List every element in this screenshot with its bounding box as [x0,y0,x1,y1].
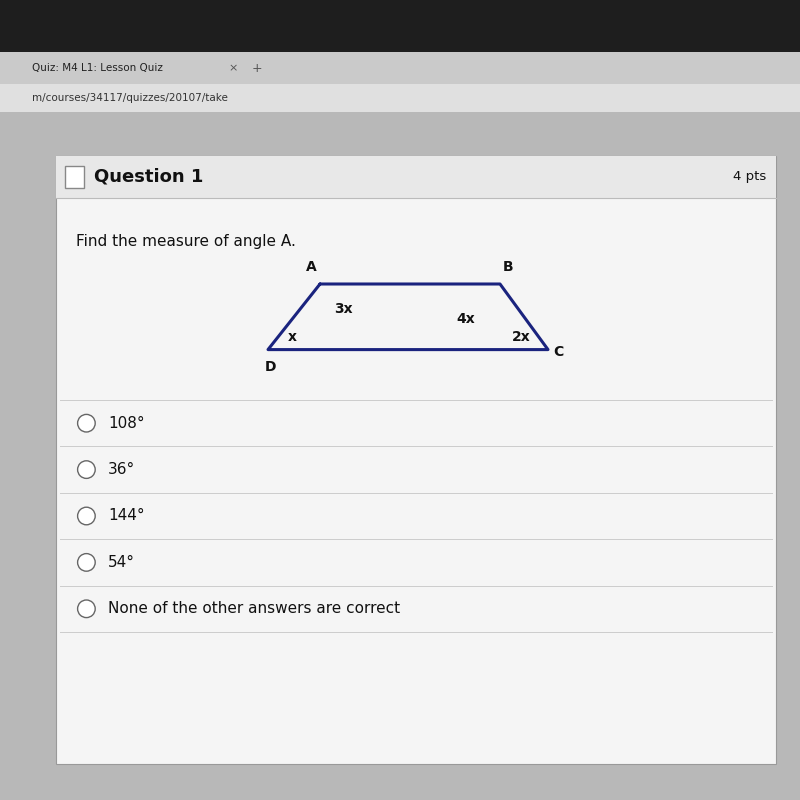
Text: C: C [554,345,563,358]
Text: 2x: 2x [512,330,530,344]
Circle shape [78,600,95,618]
Text: x: x [288,330,297,344]
Text: Find the measure of angle A.: Find the measure of angle A. [76,234,296,249]
FancyBboxPatch shape [0,52,800,84]
Text: ×: × [228,63,238,73]
Text: D: D [265,360,276,374]
FancyBboxPatch shape [56,156,776,764]
Circle shape [78,554,95,571]
Text: 144°: 144° [108,509,145,523]
Text: 54°: 54° [108,555,135,570]
FancyBboxPatch shape [56,156,776,198]
FancyBboxPatch shape [65,166,84,188]
Text: None of the other answers are correct: None of the other answers are correct [108,602,400,616]
Text: 4x: 4x [456,312,474,326]
Circle shape [78,461,95,478]
Text: 3x: 3x [334,302,353,315]
Circle shape [78,414,95,432]
Text: B: B [503,259,514,274]
Text: 4 pts: 4 pts [733,170,766,183]
Text: +: + [252,62,262,74]
Circle shape [78,507,95,525]
Text: Quiz: M4 L1: Lesson Quiz: Quiz: M4 L1: Lesson Quiz [32,63,163,73]
Text: 36°: 36° [108,462,135,477]
FancyBboxPatch shape [0,84,800,112]
Text: Question 1: Question 1 [94,168,204,186]
Text: m/courses/34117/quizzes/20107/take: m/courses/34117/quizzes/20107/take [32,93,228,103]
Text: A: A [306,259,317,274]
FancyBboxPatch shape [0,0,800,52]
Text: 108°: 108° [108,416,145,430]
